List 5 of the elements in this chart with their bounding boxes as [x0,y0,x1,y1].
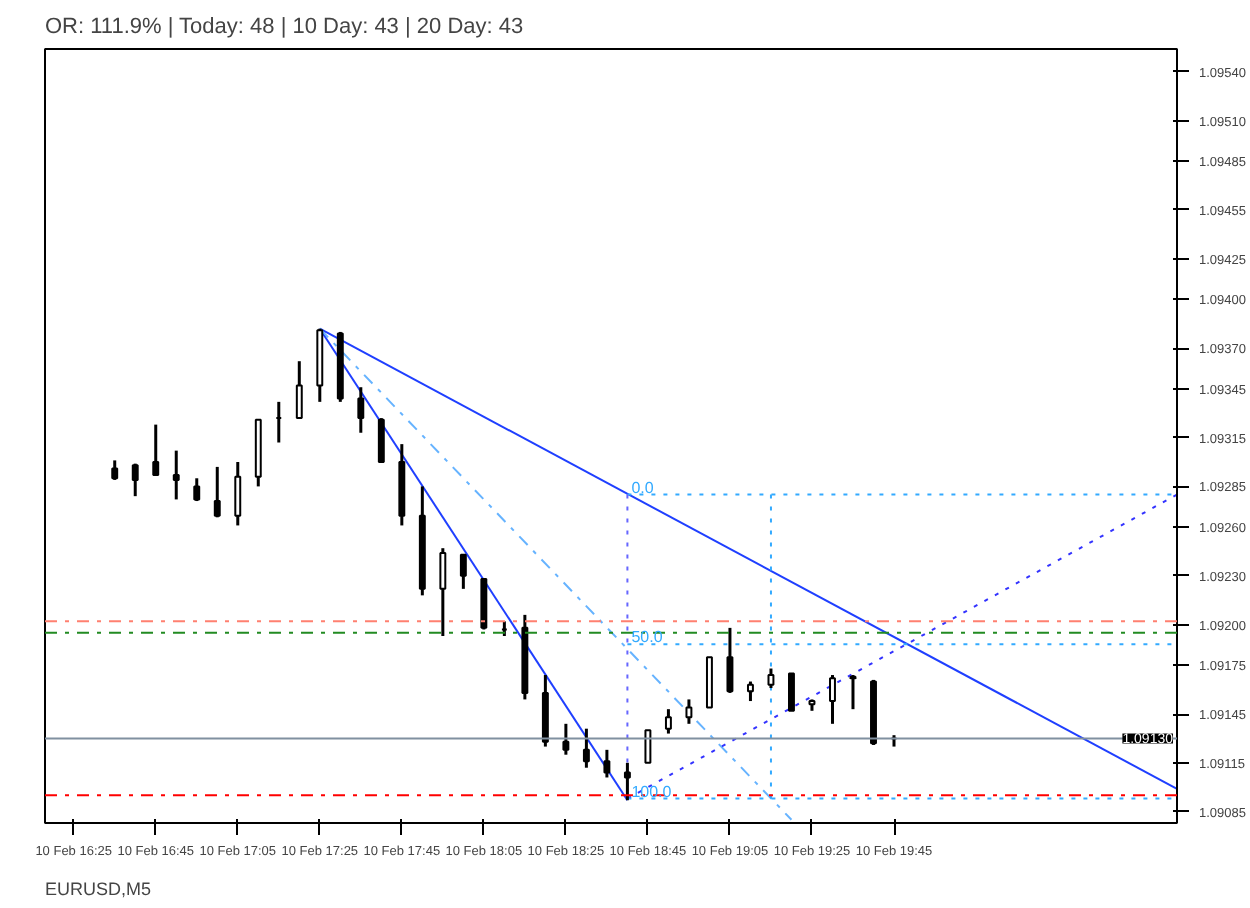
text: EURUSD,M5 [45,879,152,899]
annotation: 0.0 [631,478,655,497]
annotation: 50.0 [631,628,664,647]
chart-title: OR: 111.9% | Today: 48 | 10 Day: 43 | 20 Day: 43 [45,15,524,39]
annotation: 100.0 [631,782,673,801]
